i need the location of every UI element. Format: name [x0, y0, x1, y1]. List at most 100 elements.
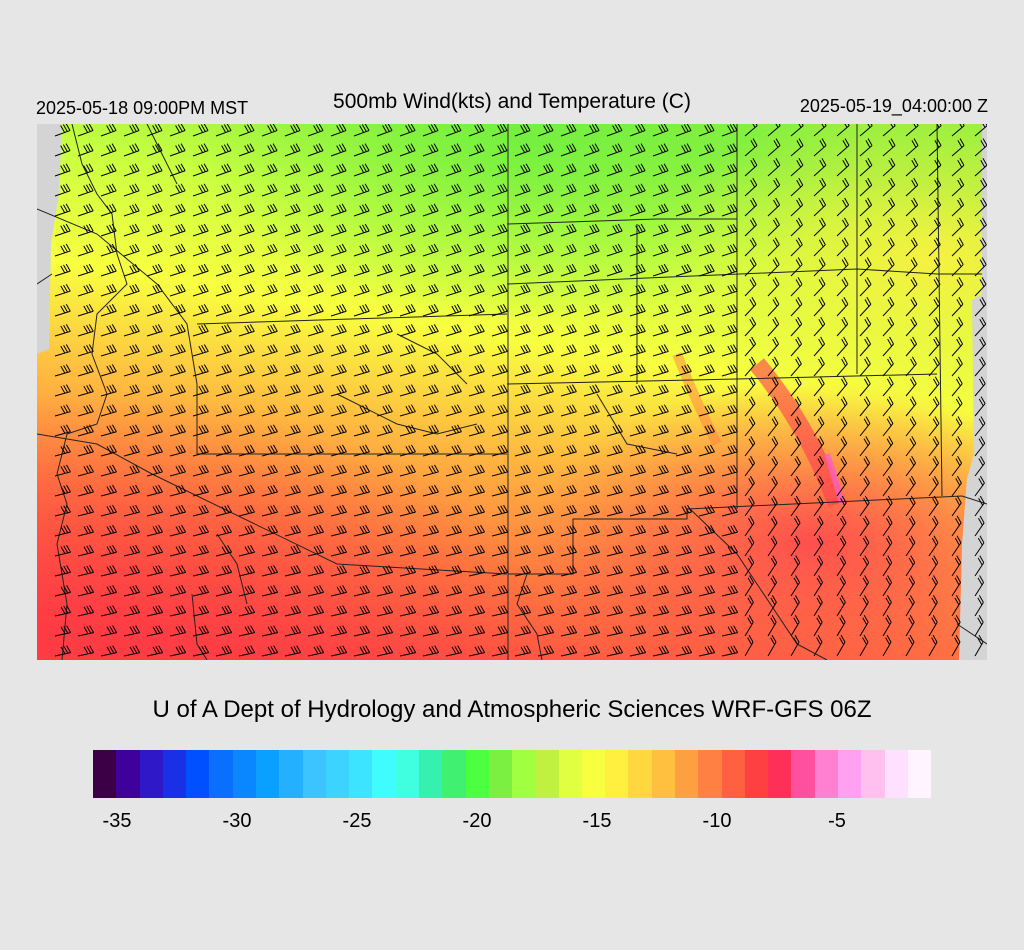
wind-barb [422, 404, 439, 417]
wind-barb [192, 163, 209, 177]
wind-barb [537, 444, 554, 457]
wind-barb [146, 384, 163, 397]
wind-barb [652, 524, 669, 537]
wind-barb [652, 143, 669, 157]
wind-barb [123, 263, 140, 277]
wind-barb [652, 124, 669, 137]
wind-barb [399, 223, 416, 237]
wind-barb [836, 237, 849, 257]
wind-barb [445, 203, 462, 217]
wind-barb [583, 183, 600, 197]
wind-barb [560, 124, 577, 137]
wind-barb [100, 243, 117, 257]
wind-barb [606, 484, 623, 497]
wind-barb [468, 565, 486, 577]
wind-barb [422, 625, 440, 637]
wind-barb [307, 304, 324, 317]
wind-barb [859, 455, 871, 477]
wind-barb [146, 524, 163, 537]
wind-barb [169, 203, 186, 217]
wind-barb [836, 535, 847, 557]
wind-barb [951, 316, 964, 337]
wind-barb [376, 124, 393, 137]
wind-barb [859, 336, 872, 357]
wind-barb [330, 424, 347, 437]
wind-barb [468, 605, 486, 617]
wind-barb [100, 605, 118, 617]
wind-barb [376, 625, 394, 637]
wind-barb [445, 143, 462, 157]
wind-barb [951, 595, 961, 617]
wind-barb [905, 297, 918, 317]
wind-barb [54, 124, 71, 137]
wind-barb [560, 424, 577, 437]
wind-barb [859, 396, 871, 417]
wind-barb [560, 504, 577, 517]
wind-barb [238, 283, 255, 297]
wind-barb [514, 444, 531, 457]
wind-barb [790, 336, 803, 357]
wind-barb [928, 356, 940, 377]
wind-barb [77, 163, 94, 177]
wind-barb [675, 545, 692, 557]
colorbar-swatch [838, 750, 862, 798]
wind-barb [77, 364, 94, 377]
wind-barb [100, 424, 117, 437]
wind-barb [583, 344, 600, 357]
wind-barb [514, 283, 531, 297]
wind-barb [468, 243, 485, 257]
wind-barb [123, 324, 140, 337]
wind-barb [905, 416, 917, 437]
wind-barb [54, 364, 71, 377]
wind-barb [767, 495, 778, 517]
wind-barb [767, 237, 780, 257]
wind-barb [790, 237, 803, 257]
wind-barb [100, 124, 117, 137]
wind-barb [698, 384, 715, 397]
wind-barb [284, 565, 302, 577]
wind-barb [974, 197, 987, 217]
wind-barb [307, 203, 324, 217]
wind-barb [215, 324, 232, 337]
wind-barb [859, 197, 873, 217]
wind-barb [353, 625, 371, 637]
wind-barb [169, 484, 186, 497]
wind-barb [882, 316, 895, 337]
wind-barb [721, 243, 738, 257]
wind-barb [238, 545, 255, 557]
wind-barb [146, 605, 164, 617]
wind-barb [376, 344, 393, 357]
wind-barb [192, 605, 210, 617]
wind-barb [721, 344, 738, 357]
wind-barb [721, 524, 738, 537]
wind-barb [284, 504, 301, 517]
wind-barb [261, 183, 278, 197]
wind-barb [100, 524, 117, 537]
wind-barb [767, 396, 779, 417]
wind-barb [215, 364, 232, 377]
wind-barb [928, 615, 938, 637]
wind-barb [928, 436, 940, 457]
wind-barb [261, 404, 278, 417]
wind-barb [721, 464, 738, 477]
wind-barb [491, 324, 508, 337]
wind-barb [54, 645, 72, 657]
wind-barb [353, 605, 371, 617]
wind-barb [629, 364, 646, 377]
wind-barb [606, 464, 623, 477]
wind-barb [813, 455, 825, 477]
wind-barb [905, 257, 918, 277]
wind-barb [169, 263, 186, 277]
wind-barb [77, 143, 94, 157]
wind-barb [468, 203, 485, 217]
wind-barb [537, 124, 554, 137]
wind-barb [652, 283, 669, 297]
wind-barb [192, 625, 210, 637]
wind-barb [560, 344, 577, 357]
wind-barb [77, 545, 94, 557]
wind-barb [330, 324, 347, 337]
colorbar-swatch [861, 750, 885, 798]
wind-barb [744, 257, 757, 277]
wind-barb [284, 545, 301, 557]
wind-barb [721, 404, 738, 417]
